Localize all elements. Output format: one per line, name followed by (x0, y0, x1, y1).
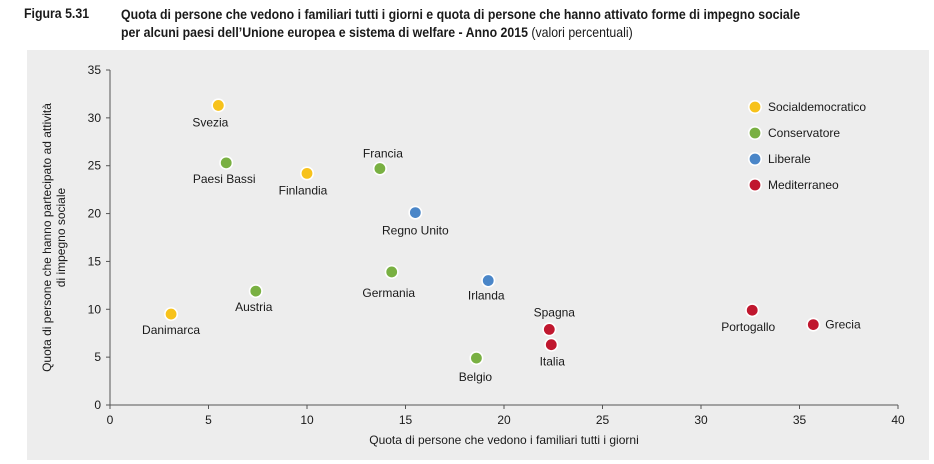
legend: Socialdemocratico Conservatore Liberale Med… (747, 100, 866, 193)
point-label: Portogallo (721, 320, 775, 334)
title-unit: (valori percentuali) (531, 24, 633, 40)
data-point-spagna (542, 322, 557, 337)
point-label: Irlanda (468, 289, 505, 303)
point-label: Italia (540, 355, 566, 369)
y-tick-label: 15 (88, 254, 102, 268)
legend-marker (747, 126, 762, 141)
y-axis-label: Quota di persone che hanno partecipato a… (40, 103, 68, 372)
point-label: Paesi Bassi (193, 172, 256, 186)
data-point-grecia (806, 317, 821, 332)
data-point-austria (248, 284, 263, 299)
data-point-paesi-bassi (219, 155, 234, 170)
x-tick-label: 25 (596, 413, 610, 427)
y-tick-label: 10 (88, 302, 102, 316)
x-tick-label: 5 (205, 413, 212, 427)
point-label: Danimarca (142, 323, 200, 337)
chart-panel (27, 50, 929, 460)
y-axis-label-line-2: di impegno sociale (54, 187, 68, 287)
x-ticks: 0 5 10 15 20 25 30 35 40 (107, 405, 905, 427)
data-point-portogallo (745, 303, 760, 318)
data-point-germania (384, 264, 399, 279)
data-point-belgio (469, 351, 484, 366)
point-label: Svezia (192, 115, 228, 129)
point-label: Belgio (459, 370, 493, 384)
figure-label: Figura 5.31 (24, 5, 90, 21)
y-tick-label: 5 (94, 350, 101, 364)
data-point-irlanda (481, 273, 496, 288)
legend-marker (747, 152, 762, 167)
figure-title: Quota di persone che vedono i familiari … (121, 5, 913, 41)
legend-marker (747, 178, 762, 193)
y-tick-label: 25 (88, 159, 102, 173)
legend-label: Mediterraneo (768, 178, 839, 192)
x-tick-label: 40 (891, 413, 905, 427)
point-label: Austria (235, 300, 273, 314)
point-label: Germania (362, 286, 415, 300)
y-tick-label: 30 (88, 111, 102, 125)
legend-marker (747, 100, 762, 115)
point-label: Spagna (534, 305, 576, 319)
x-tick-label: 20 (497, 413, 511, 427)
data-points: Svezia Finlandia Danimarca Paesi Bassi Franc… (142, 98, 861, 384)
figure-header: Figura 5.31 Quota di persone che vedono … (24, 5, 929, 45)
y-tick-label: 0 (94, 398, 101, 412)
data-point-finlandia (299, 166, 314, 181)
legend-label: Conservatore (768, 126, 840, 140)
legend-label: Liberale (768, 152, 811, 166)
legend-label: Socialdemocratico (768, 100, 866, 114)
x-axis-label: Quota di persone che vedono i familiari … (369, 433, 638, 447)
y-axis-label-line-1: Quota di persone che hanno partecipato a… (40, 103, 54, 372)
x-tick-label: 10 (300, 413, 314, 427)
point-label: Finlandia (279, 183, 328, 197)
point-label: Francia (363, 147, 403, 161)
point-label: Grecia (825, 318, 861, 332)
x-tick-label: 0 (107, 413, 114, 427)
data-point-svezia (211, 98, 226, 113)
title-line-2: per alcuni paesi dell’Unione europea e s… (121, 24, 528, 40)
x-tick-label: 15 (399, 413, 413, 427)
point-label: Regno Unito (382, 224, 449, 238)
x-tick-label: 30 (694, 413, 708, 427)
data-point-regno-unito (408, 205, 423, 220)
x-tick-label: 35 (793, 413, 807, 427)
y-tick-label: 35 (88, 63, 102, 77)
data-point-danimarca (164, 307, 179, 322)
y-tick-label: 20 (88, 207, 102, 221)
data-point-italia (544, 337, 559, 352)
title-line-1: Quota di persone che vedono i familiari … (121, 6, 801, 22)
y-ticks: 0 5 10 15 20 25 30 35 (88, 63, 110, 412)
data-point-francia (372, 161, 387, 176)
